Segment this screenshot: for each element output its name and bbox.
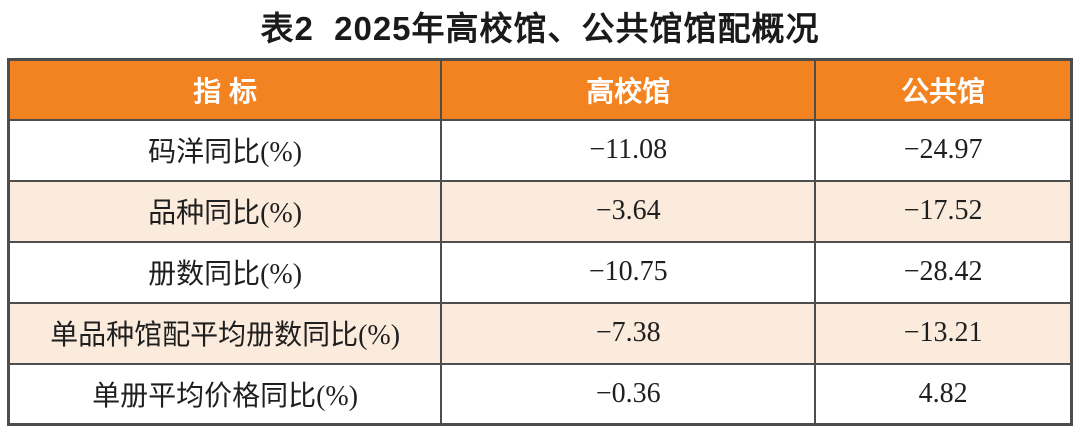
table-body: 码洋同比(%) −11.08 −24.97 品种同比(%) −3.64 −17.… xyxy=(7,118,1073,426)
column-header-indicator: 指 标 xyxy=(7,58,443,121)
value-cell-public: −17.52 xyxy=(814,179,1073,243)
row-label-cell: 品种同比(%) xyxy=(7,179,443,243)
value-cell-university: −0.36 xyxy=(440,362,817,426)
value-cell-public: 4.82 xyxy=(814,362,1073,426)
value-cell-public: −28.42 xyxy=(814,240,1073,304)
table-header: 指 标 高校馆 公共馆 xyxy=(7,58,1073,121)
value-cell-public: −24.97 xyxy=(814,118,1073,182)
table-row: 品种同比(%) −3.64 −17.52 xyxy=(7,179,1073,243)
value-cell-university: −7.38 xyxy=(440,301,817,365)
column-header-public: 公共馆 xyxy=(814,58,1073,121)
row-label-cell: 单品种馆配平均册数同比(%) xyxy=(7,301,443,365)
table-row: 册数同比(%) −10.75 −28.42 xyxy=(7,240,1073,304)
header-row: 指 标 高校馆 公共馆 xyxy=(7,58,1073,121)
data-table: 指 标 高校馆 公共馆 码洋同比(%) −11.08 −24.97 品种同比(%… xyxy=(7,58,1073,426)
row-label-cell: 册数同比(%) xyxy=(7,240,443,304)
table-row: 码洋同比(%) −11.08 −24.97 xyxy=(7,118,1073,182)
value-cell-university: −11.08 xyxy=(440,118,817,182)
page-title: 表2 2025年高校馆、公共馆馆配概况 xyxy=(260,10,820,47)
table-row: 单册平均价格同比(%) −0.36 4.82 xyxy=(7,362,1073,426)
value-cell-university: −3.64 xyxy=(440,179,817,243)
value-cell-public: −13.21 xyxy=(814,301,1073,365)
row-label-cell: 码洋同比(%) xyxy=(7,118,443,182)
table-row: 单品种馆配平均册数同比(%) −7.38 −13.21 xyxy=(7,301,1073,365)
column-header-university: 高校馆 xyxy=(440,58,817,121)
row-label-cell: 单册平均价格同比(%) xyxy=(7,362,443,426)
value-cell-university: −10.75 xyxy=(440,240,817,304)
